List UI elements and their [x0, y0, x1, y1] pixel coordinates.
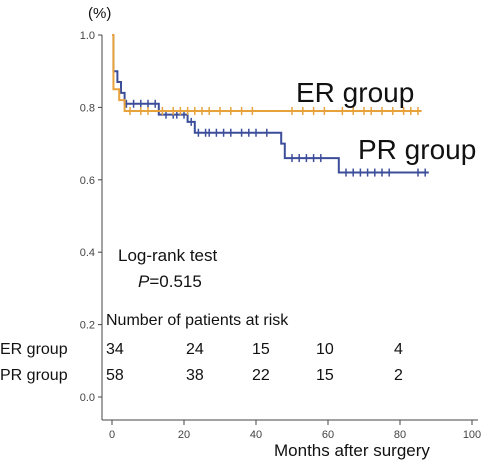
er-group-label: ER group [296, 77, 414, 108]
survival-curves [112, 34, 429, 177]
risk-cell: 4 [394, 341, 403, 358]
pr-group-label: PR group [358, 134, 476, 165]
risk-cell: 15 [316, 367, 334, 384]
risk-row-label: ER group [0, 341, 68, 358]
logrank-test-label: Log-rank test [118, 246, 217, 265]
y-tick-label: 0.0 [80, 392, 95, 404]
er-group-curve [112, 34, 422, 113]
risk-cell: 34 [106, 341, 124, 358]
risk-cell: 58 [106, 367, 124, 384]
y-ticks: 0.0 0.2 0.4 0.6 0.8 1.0 [80, 30, 102, 404]
x-axis-label: Months after surgery [274, 441, 430, 460]
y-tick-label: 0.8 [80, 102, 95, 114]
y-tick-label: 0.2 [80, 320, 95, 332]
risk-cell: 24 [186, 341, 204, 358]
x-tick-label: 40 [250, 429, 262, 441]
p-value: =0.515 [149, 272, 201, 291]
x-tick-label: 80 [394, 429, 406, 441]
risk-cell: 22 [252, 367, 270, 384]
risk-table: ER group 34 24 15 10 4 PR group 58 38 22 15 2 [0, 341, 403, 384]
y-tick-label: 0.6 [80, 175, 95, 187]
risk-table-title: Number of patients at risk [106, 312, 289, 329]
x-tick-label: 20 [178, 429, 190, 441]
y-tick-label: 0.4 [80, 247, 95, 259]
x-tick-label: 100 [463, 429, 481, 441]
y-unit-label: (%) [88, 5, 111, 22]
x-ticks: 0 20 40 60 80 100 [109, 420, 481, 441]
x-tick-label: 60 [322, 429, 334, 441]
risk-cell: 2 [394, 367, 403, 384]
risk-cell: 38 [186, 367, 204, 384]
p-value-label: P=0.515 [138, 272, 202, 291]
risk-row-label: PR group [0, 367, 68, 384]
risk-cell: 10 [316, 341, 334, 358]
x-tick-label: 0 [109, 429, 115, 441]
y-tick-label: 1.0 [80, 30, 95, 42]
p-symbol: P [138, 272, 150, 291]
risk-cell: 15 [252, 341, 270, 358]
